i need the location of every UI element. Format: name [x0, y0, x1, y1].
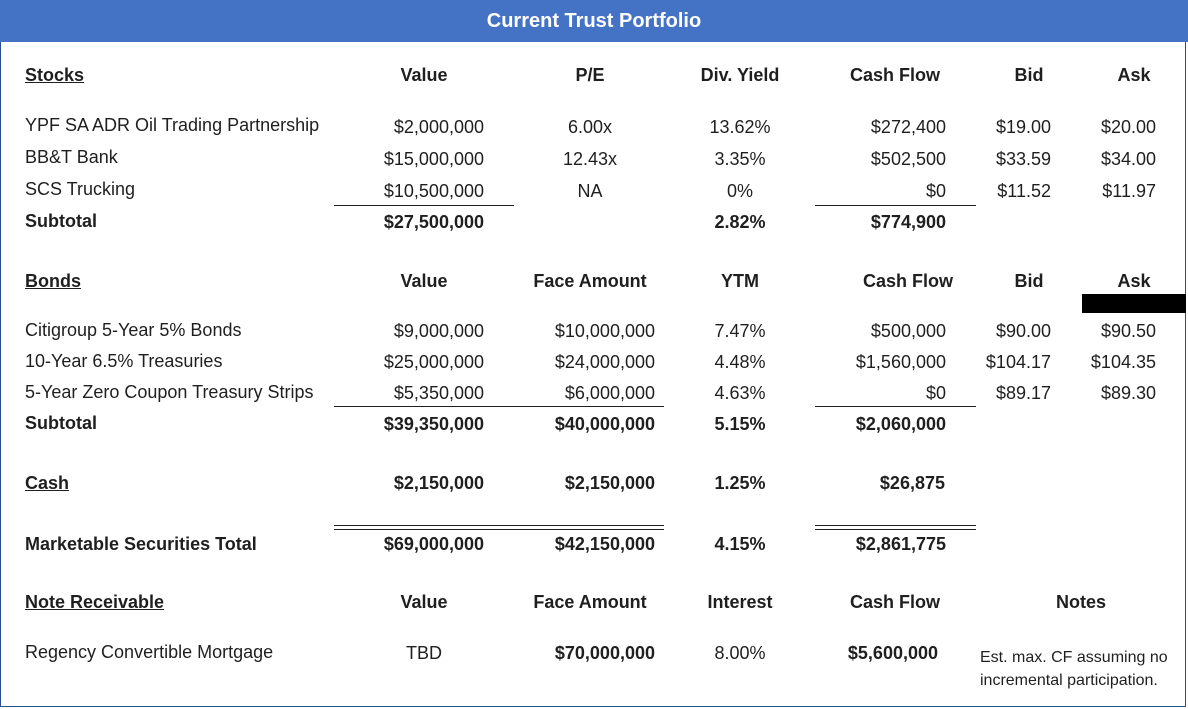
stock-cash-flow: $502,500 [870, 149, 946, 169]
bond-name: 10-Year 6.5% Treasuries [25, 351, 223, 371]
bonds-col-bid: Bid [1014, 271, 1044, 291]
stock-name: BB&T Bank [25, 147, 118, 167]
stock-div-yield: 3.35% [714, 149, 766, 169]
bonds-col-ask: Ask [1117, 271, 1151, 291]
bonds-heading: Bonds [25, 271, 81, 291]
bond-name: Citigroup 5-Year 5% Bonds [25, 320, 242, 340]
bonds-cashflow-rule [815, 406, 976, 407]
bond-ask: $89.30 [1100, 383, 1156, 403]
stocks-col-bid: Bid [1014, 65, 1044, 85]
stock-name: SCS Trucking [25, 179, 136, 199]
bond-ytm: 4.48% [714, 352, 766, 372]
bond-face: $6,000,000 [564, 383, 655, 403]
stock-pe: 6.00x [567, 117, 613, 137]
bonds-col-cash-flow: Cash Flow [862, 271, 954, 291]
note-comment-line1: Est. max. CF assuming no [980, 649, 1168, 666]
bond-ask: $104.35 [1090, 352, 1156, 372]
stock-pe: 12.43x [562, 149, 618, 169]
subtotal-label: Subtotal [25, 211, 97, 231]
stock-cash-flow: $272,400 [870, 117, 946, 137]
stock-value: $15,000,000 [383, 149, 484, 169]
bond-value: $5,350,000 [393, 383, 484, 403]
note-face: $70,000,000 [554, 643, 655, 663]
note-comment-line2: incremental participation. [980, 672, 1158, 689]
bond-value: $25,000,000 [383, 352, 484, 372]
stock-name: YPF SA ADR Oil Trading Partnership [25, 115, 320, 135]
bonds-value-rule [334, 406, 664, 407]
subtotal-face: $40,000,000 [554, 414, 655, 434]
note-col-face: Face Amount [533, 592, 647, 612]
stocks-col-cash-flow: Cash Flow [849, 65, 941, 85]
stocks-col-div-yield: Div. Yield [700, 65, 780, 85]
stock-ask: $34.00 [1100, 149, 1156, 169]
bond-ask: $90.50 [1100, 321, 1156, 341]
redaction-block [1082, 294, 1186, 313]
stocks-cashflow-rule [815, 205, 976, 206]
stock-div-yield: 13.62% [709, 117, 771, 137]
subtotal-value: $39,350,000 [383, 414, 484, 434]
bonds-col-face: Face Amount [533, 271, 647, 291]
page-title: Current Trust Portfolio [0, 0, 1188, 42]
bond-name: 5-Year Zero Coupon Treasury Strips [25, 382, 314, 402]
stock-value: $2,000,000 [393, 117, 484, 137]
total-value-double-rule [334, 525, 664, 530]
stock-ask: $11.97 [1102, 181, 1156, 201]
subtotal-cash-flow: $774,900 [870, 212, 946, 232]
subtotal-div-yield: 2.82% [714, 212, 766, 232]
note-cash-flow: $5,600,000 [847, 643, 938, 663]
note-col-value: Value [400, 592, 448, 612]
stocks-col-ask: Ask [1117, 65, 1151, 85]
subtotal-value: $27,500,000 [383, 212, 484, 232]
total-rate: 4.15% [714, 534, 766, 554]
stock-div-yield: 0% [726, 181, 754, 201]
bond-ytm: 7.47% [714, 321, 766, 341]
subtotal-label: Subtotal [25, 413, 97, 433]
total-value: $69,000,000 [383, 534, 484, 554]
note-col-interest: Interest [707, 592, 773, 612]
cash-value: $2,150,000 [393, 473, 484, 493]
note-value: TBD [406, 643, 442, 663]
stock-bid: $33.59 [995, 149, 1051, 169]
note-col-cash-flow: Cash Flow [849, 592, 941, 612]
note-name: Regency Convertible Mortgage [25, 642, 274, 662]
bond-ytm: 4.63% [714, 383, 766, 403]
bonds-col-ytm: YTM [721, 271, 759, 291]
stock-bid: $11.52 [997, 181, 1051, 201]
cash-face: $2,150,000 [564, 473, 655, 493]
bond-bid: $90.00 [995, 321, 1051, 341]
subtotal-cash-flow: $2,060,000 [855, 414, 946, 434]
total-label: Marketable Securities Total [25, 534, 257, 554]
stock-bid: $19.00 [995, 117, 1051, 137]
bond-bid: $89.17 [995, 383, 1051, 403]
stock-ask: $20.00 [1100, 117, 1156, 137]
cash-rate: 1.25% [714, 473, 766, 493]
stocks-col-value: Value [400, 65, 448, 85]
subtotal-ytm: 5.15% [714, 414, 766, 434]
bond-value: $9,000,000 [393, 321, 484, 341]
bonds-col-value: Value [400, 271, 448, 291]
stocks-heading: Stocks [25, 65, 85, 85]
stock-cash-flow: $0 [925, 181, 946, 201]
cash-label: Cash [25, 473, 70, 493]
bond-cash-flow: $1,560,000 [855, 352, 946, 372]
bond-face: $10,000,000 [554, 321, 655, 341]
note-interest: 8.00% [714, 643, 766, 663]
total-cash-flow: $2,861,775 [855, 534, 946, 554]
stock-pe: NA [577, 181, 603, 201]
bond-cash-flow: $0 [925, 383, 946, 403]
stocks-value-rule [334, 205, 514, 206]
note-col-notes: Notes [1055, 592, 1107, 612]
cash-cash-flow: $26,875 [879, 473, 945, 493]
total-face: $42,150,000 [554, 534, 655, 554]
stocks-col-pe: P/E [575, 65, 605, 85]
bond-face: $24,000,000 [554, 352, 655, 372]
total-cashflow-double-rule [815, 525, 976, 530]
note-heading: Note Receivable [25, 592, 165, 612]
stock-value: $10,500,000 [383, 181, 484, 201]
bond-bid: $104.17 [985, 352, 1051, 372]
bond-cash-flow: $500,000 [870, 321, 946, 341]
